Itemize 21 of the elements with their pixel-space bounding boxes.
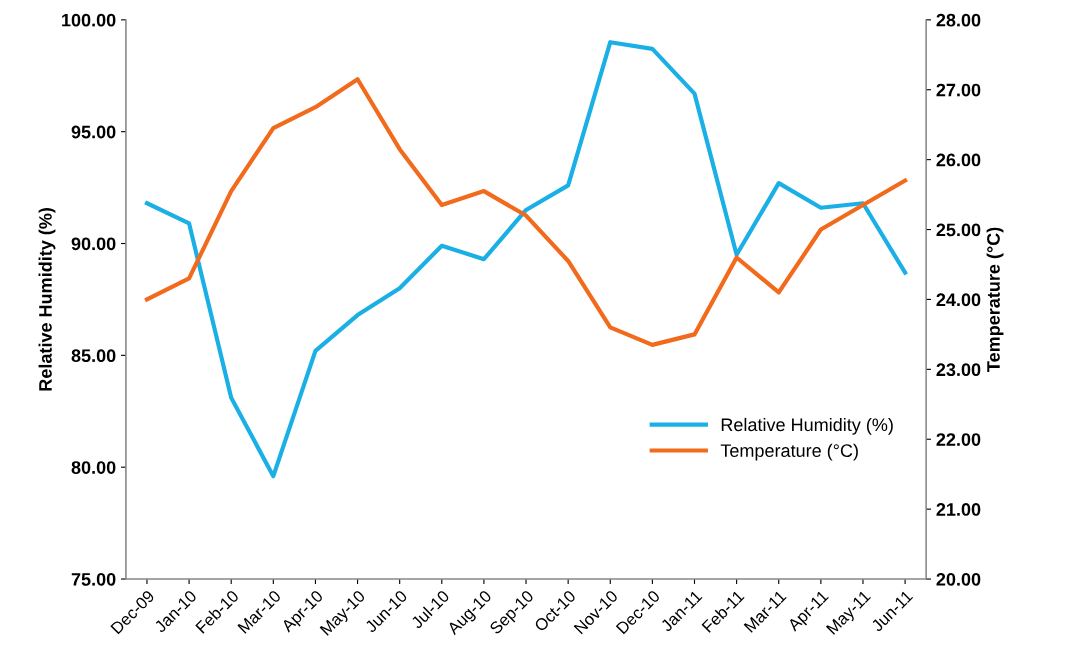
line-series xyxy=(144,77,908,347)
y-tick-label: 100.00 xyxy=(62,13,116,27)
y2-tick-label: 20.00 xyxy=(936,572,981,586)
y2-tick-label: 26.00 xyxy=(936,153,981,167)
legend-label: Relative Humidity (%) xyxy=(721,417,893,435)
y2-tick-label: 27.00 xyxy=(936,83,981,97)
y-tick-label: 75.00 xyxy=(71,572,116,586)
y2-tick-label: 28.00 xyxy=(936,13,981,27)
y2-tick-label: 24.00 xyxy=(936,293,981,307)
y2-tick-label: 22.00 xyxy=(936,433,981,446)
y-axis-title: Relative Humidity (%) xyxy=(38,208,56,391)
legend-label: Temperature (°C) xyxy=(720,443,858,461)
y-tick-label: 90.00 xyxy=(71,237,116,251)
y-tick-label: 85.00 xyxy=(71,349,116,363)
y2-axis-title: Temperature (°C) xyxy=(986,227,1004,372)
y2-tick-label: 25.00 xyxy=(936,223,981,237)
y2-tick-label: 23.00 xyxy=(936,363,981,377)
y-tick-label: 95.00 xyxy=(71,125,116,139)
line-series xyxy=(144,40,908,479)
y2-tick-label: 21.00 xyxy=(936,503,981,516)
y-tick-label: 80.00 xyxy=(71,461,116,474)
